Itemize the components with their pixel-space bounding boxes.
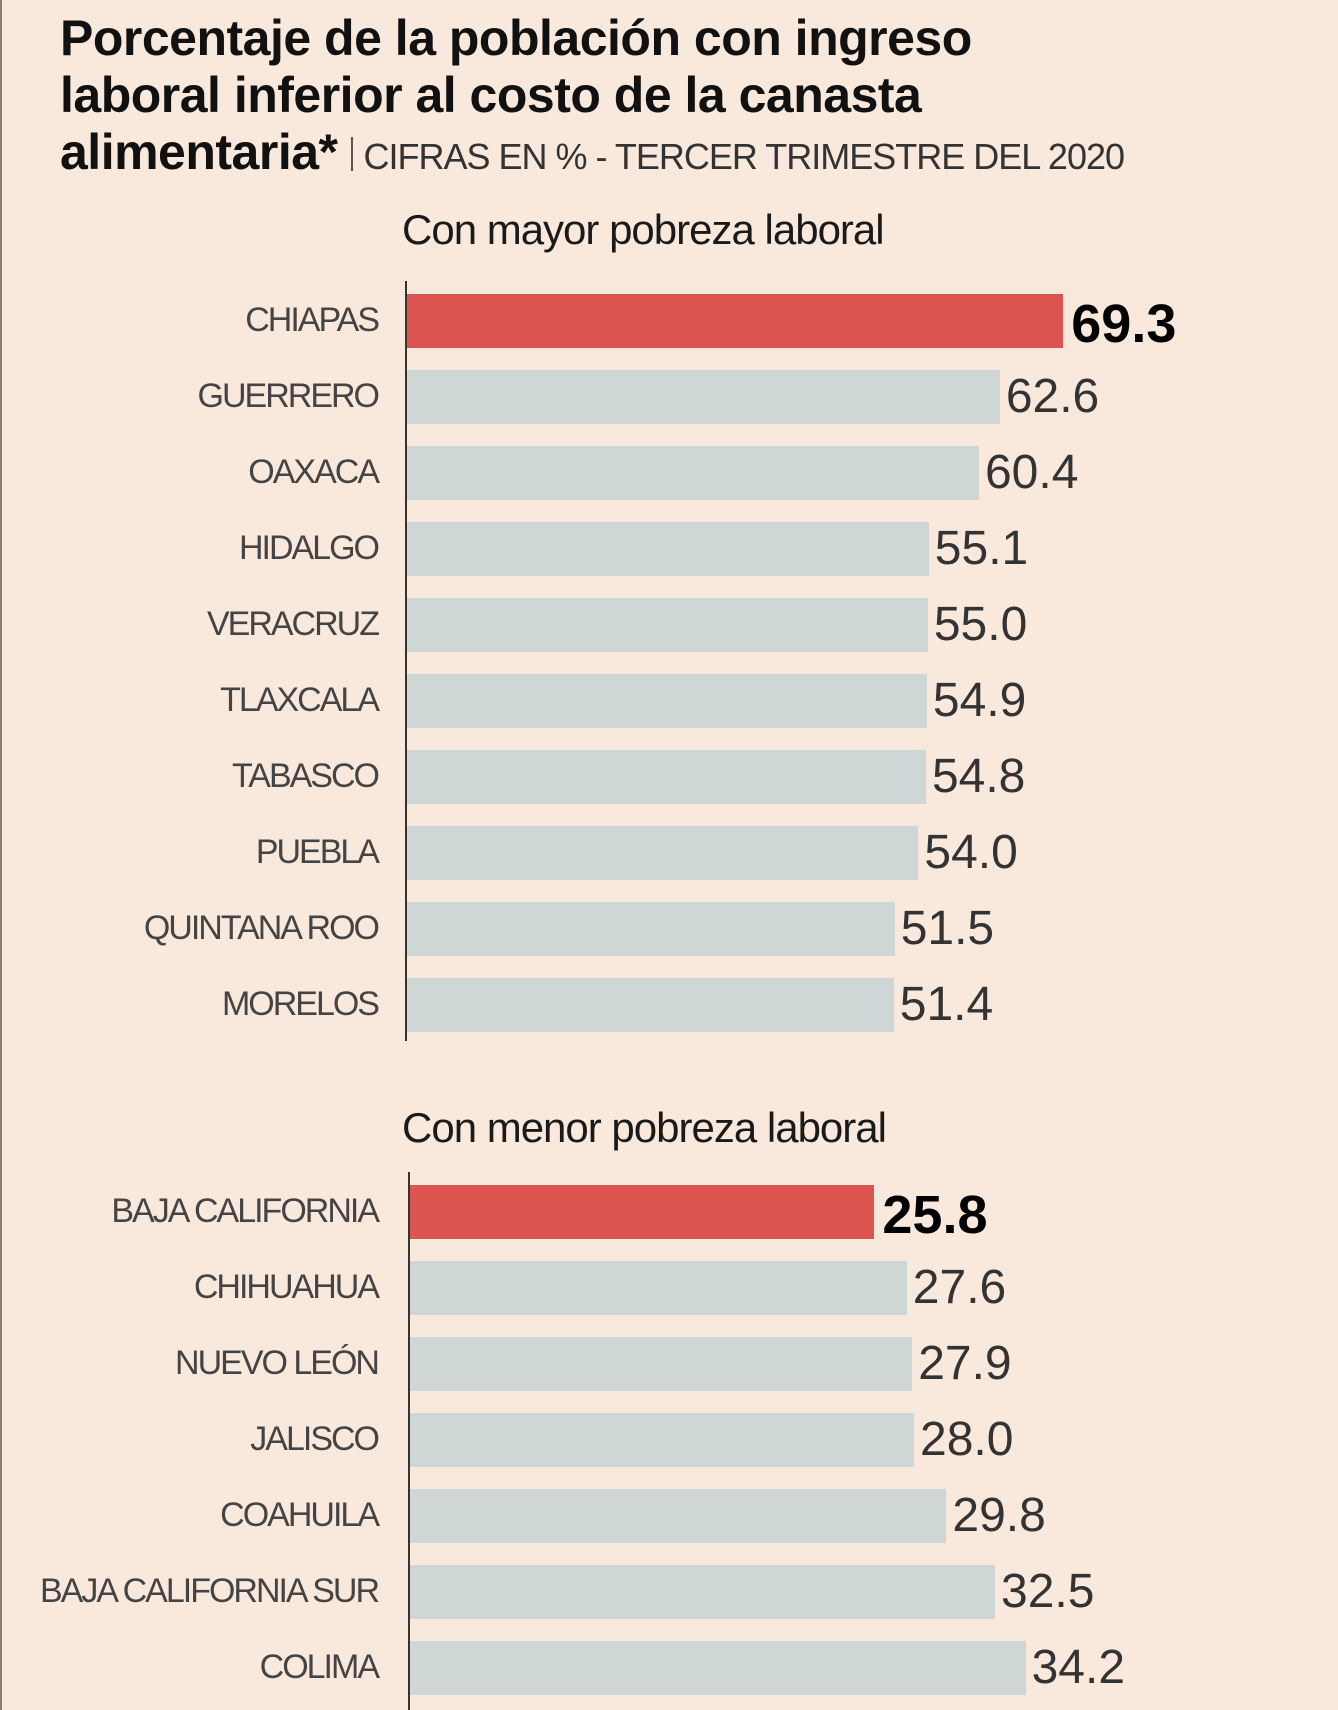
category-label: COAHUILA	[220, 1496, 380, 1534]
value-label: 62.6	[1005, 370, 1100, 423]
title-line-2: laboral inferior al costo de la canasta	[60, 67, 922, 123]
section-title-bottom: Con menor pobreza laboral	[402, 1104, 887, 1151]
bar	[407, 750, 926, 804]
category-label: CHIHUAHUA	[193, 1268, 380, 1306]
category-label: BAJA CALIFORNIA	[111, 1192, 380, 1230]
value-label: 54.0	[924, 826, 1018, 879]
value-label: 34.2	[1031, 1641, 1126, 1694]
category-label: OAXACA	[248, 453, 380, 491]
category-label: BAJA CALIFORNIA SUR	[40, 1572, 380, 1610]
category-label: NUEVO LEÓN	[175, 1344, 380, 1382]
value-label: 32.5	[1001, 1565, 1095, 1618]
separator	[351, 137, 354, 171]
bar	[407, 522, 929, 576]
axis-line-bottom	[408, 1172, 410, 1710]
value-label: 28.0	[920, 1413, 1014, 1466]
category-label: TABASCO	[232, 757, 380, 795]
category-label: GUERRERO	[197, 377, 380, 415]
bar	[410, 1565, 995, 1619]
bar	[407, 446, 979, 500]
value-label: 27.9	[918, 1337, 1012, 1390]
bar	[410, 1489, 947, 1543]
category-label: CHIAPAS	[245, 301, 380, 339]
bar	[407, 978, 894, 1032]
value-label: 60.4	[984, 446, 1079, 499]
category-label: MORELOS	[221, 985, 380, 1023]
title-line-3: alimentaria*	[60, 124, 338, 180]
section-title-top: Con mayor pobreza laboral	[402, 206, 885, 253]
bar	[407, 370, 1000, 424]
value-label: 51.4	[899, 978, 994, 1031]
bar	[410, 1413, 914, 1467]
bar	[410, 1337, 913, 1391]
value-label: 25.8	[882, 1185, 988, 1245]
bar	[407, 902, 895, 956]
category-label: VERACRUZ	[206, 605, 380, 643]
axis-line-top	[405, 281, 407, 1041]
subtitle: CIFRAS EN % - TERCER TRIMESTRE DEL 2020	[363, 136, 1125, 177]
category-label: HIDALGO	[238, 529, 380, 567]
value-label: 54.8	[931, 750, 1026, 803]
value-label: 51.5	[900, 902, 995, 955]
bar-highlight	[410, 1185, 875, 1239]
bar	[410, 1641, 1026, 1695]
chart-title: Porcentaje de la población con ingreso l…	[60, 10, 1125, 185]
value-label: 69.3	[1071, 294, 1177, 354]
value-label: 29.8	[952, 1489, 1046, 1542]
category-label: JALISCO	[250, 1420, 380, 1458]
bar	[407, 674, 927, 728]
category-label: QUINTANA ROO	[143, 909, 380, 947]
value-label: 55.1	[934, 522, 1029, 575]
value-label: 27.6	[912, 1261, 1007, 1314]
bar	[407, 598, 928, 652]
category-label: PUEBLA	[255, 833, 380, 871]
value-label: 55.0	[933, 598, 1028, 651]
bar-highlight	[407, 294, 1064, 348]
category-label: COLIMA	[259, 1648, 380, 1686]
category-label: TLAXCALA	[220, 681, 380, 719]
value-label: 54.9	[932, 674, 1027, 727]
bar	[407, 826, 919, 880]
bar	[410, 1261, 907, 1315]
title-line-1: Porcentaje de la población con ingreso	[60, 10, 972, 66]
